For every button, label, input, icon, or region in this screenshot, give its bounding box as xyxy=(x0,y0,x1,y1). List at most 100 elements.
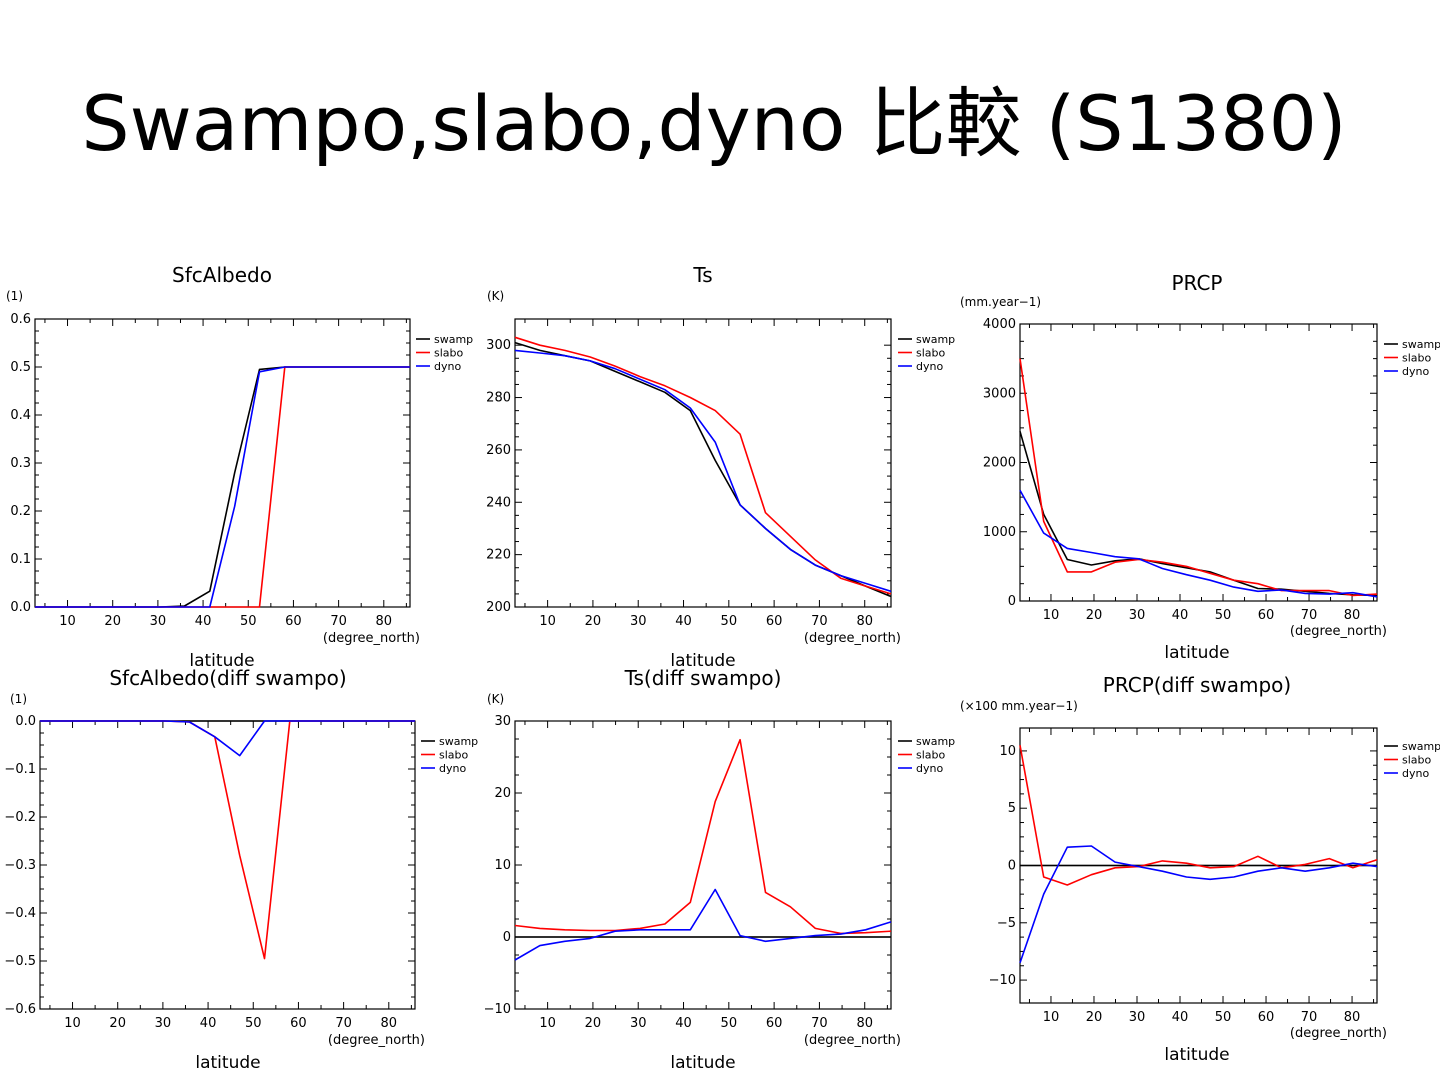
x-unit-label: (degree_north) xyxy=(804,631,901,646)
series-line-slabo xyxy=(514,336,892,595)
x-tick-label: 60 xyxy=(1258,1010,1275,1025)
y-tick-label: 20 xyxy=(494,786,511,801)
y-tick-label: 0.2 xyxy=(10,504,31,519)
y-tick-label: −0.2 xyxy=(4,810,36,825)
slide-title: Swampo,slabo,dyno 比較 (S1380) xyxy=(81,79,1347,168)
chart-1: SfcAlbedo (1) (degree_north) latitude 10 20 30… xyxy=(6,263,473,671)
legend-label-swamp: swamp xyxy=(434,333,473,346)
y-unit-label: (1) xyxy=(6,289,23,303)
x-tick-label: 20 xyxy=(109,1016,126,1031)
y-tick-label: 280 xyxy=(486,391,511,406)
chart-4: SfcAlbedo(diff swampo) (1) (degree_north)l… xyxy=(4,666,478,1073)
y-tick-label: −10 xyxy=(989,973,1016,988)
legend-label-slabo: slabo xyxy=(439,749,469,762)
y-tick-label: −0.3 xyxy=(4,858,36,873)
y-tick-label: 0.0 xyxy=(15,714,36,729)
series-line-dyno xyxy=(514,888,892,961)
series-line-dyno xyxy=(40,720,415,757)
x-tick-label: 60 xyxy=(766,614,783,629)
legend-label-dyno: dyno xyxy=(1402,365,1429,378)
series-line-dyno xyxy=(514,349,892,593)
y-tick-label: 0 xyxy=(1008,594,1016,609)
x-tick-label: 10 xyxy=(1043,1010,1060,1025)
chart-title: PRCP xyxy=(1172,271,1223,295)
legend-label-dyno: dyno xyxy=(916,762,943,775)
y-tick-label: 2000 xyxy=(983,456,1016,471)
x-unit-label: (degree_north) xyxy=(1290,624,1387,639)
series-line-swamp xyxy=(35,366,410,608)
x-tick-label: 30 xyxy=(630,1016,647,1031)
y-tick-label: 0.5 xyxy=(10,360,31,375)
x-tick-label: 80 xyxy=(376,614,393,629)
chart-5: Ts(diff swampo) (K) (degree_north) latitude… xyxy=(484,666,956,1073)
series-line-dyno xyxy=(1019,845,1378,964)
x-tick-label: 40 xyxy=(1172,1010,1189,1025)
x-tick-label: 30 xyxy=(150,614,167,629)
x-tick-label: 60 xyxy=(766,1016,783,1031)
x-axis-label: latitude xyxy=(1164,1045,1229,1065)
x-tick-label: 70 xyxy=(811,614,828,629)
y-tick-label: 0.3 xyxy=(10,456,31,471)
x-tick-label: 80 xyxy=(381,1016,398,1031)
legend-label-dyno: dyno xyxy=(916,360,943,373)
y-tick-label: 4000 xyxy=(983,317,1016,332)
x-axis-label: latitude xyxy=(189,651,254,671)
y-tick-label: −0.6 xyxy=(4,1002,36,1017)
x-tick-label: 50 xyxy=(1215,1010,1232,1025)
x-tick-label: 10 xyxy=(539,614,556,629)
y-unit-label: (mm.year−1) xyxy=(960,295,1041,309)
y-tick-label: 1000 xyxy=(983,525,1016,540)
x-tick-label: 70 xyxy=(335,1016,352,1031)
y-tick-label: 0 xyxy=(1008,859,1016,874)
plot-frame xyxy=(514,318,892,608)
plot-frame xyxy=(39,720,416,1010)
x-unit-label: (degree_north) xyxy=(323,631,420,646)
y-tick-label: 30 xyxy=(494,714,511,729)
y-tick-label: −0.4 xyxy=(4,906,36,921)
y-tick-label: 10 xyxy=(494,858,511,873)
y-tick-label: 220 xyxy=(486,548,511,563)
y-tick-label: 260 xyxy=(486,443,511,458)
x-tick-label: 20 xyxy=(585,614,602,629)
chart-title: Ts xyxy=(692,263,712,287)
x-tick-label: 70 xyxy=(1301,608,1318,623)
x-tick-label: 80 xyxy=(856,1016,873,1031)
x-tick-label: 30 xyxy=(1129,608,1146,623)
x-tick-label: 50 xyxy=(245,1016,262,1031)
y-tick-label: 0.0 xyxy=(10,600,31,615)
series-line-dyno xyxy=(1019,489,1378,598)
legend-label-slabo: slabo xyxy=(916,347,946,360)
y-tick-label: 0.1 xyxy=(10,552,31,567)
legend-label-slabo: slabo xyxy=(916,749,946,762)
legend-label-slabo: slabo xyxy=(434,347,464,360)
plot-frame xyxy=(1019,323,1378,602)
legend-label-swamp: swamp xyxy=(439,735,478,748)
x-tick-label: 30 xyxy=(630,614,647,629)
x-unit-label: (degree_north) xyxy=(328,1033,425,1048)
x-tick-label: 50 xyxy=(721,1016,738,1031)
legend-label-slabo: slabo xyxy=(1402,754,1432,767)
y-unit-label: (K) xyxy=(487,289,504,303)
plot-frame xyxy=(514,720,892,1010)
series-line-slabo xyxy=(514,738,892,935)
y-unit-label: (×100 mm.year−1) xyxy=(960,699,1078,713)
legend-label-swamp: swamp xyxy=(916,735,955,748)
legend-label-swamp: swamp xyxy=(1402,338,1440,351)
x-unit-label: (degree_north) xyxy=(804,1033,901,1048)
x-tick-label: 20 xyxy=(585,1016,602,1031)
y-unit-label: (K) xyxy=(487,692,504,706)
series-line-slabo xyxy=(40,720,415,960)
legend-label-dyno: dyno xyxy=(439,762,466,775)
x-tick-label: 80 xyxy=(1344,608,1361,623)
x-tick-label: 10 xyxy=(59,614,76,629)
x-axis-label: latitude xyxy=(670,1053,735,1073)
x-tick-label: 20 xyxy=(1086,608,1103,623)
y-tick-label: 10 xyxy=(999,744,1016,759)
y-tick-label: 300 xyxy=(486,338,511,353)
x-axis-label: latitude xyxy=(1164,643,1229,663)
y-tick-label: −0.5 xyxy=(4,954,36,969)
series-line-slabo xyxy=(35,366,410,608)
legend-label-dyno: dyno xyxy=(1402,767,1429,780)
x-unit-label: (degree_north) xyxy=(1290,1026,1387,1041)
